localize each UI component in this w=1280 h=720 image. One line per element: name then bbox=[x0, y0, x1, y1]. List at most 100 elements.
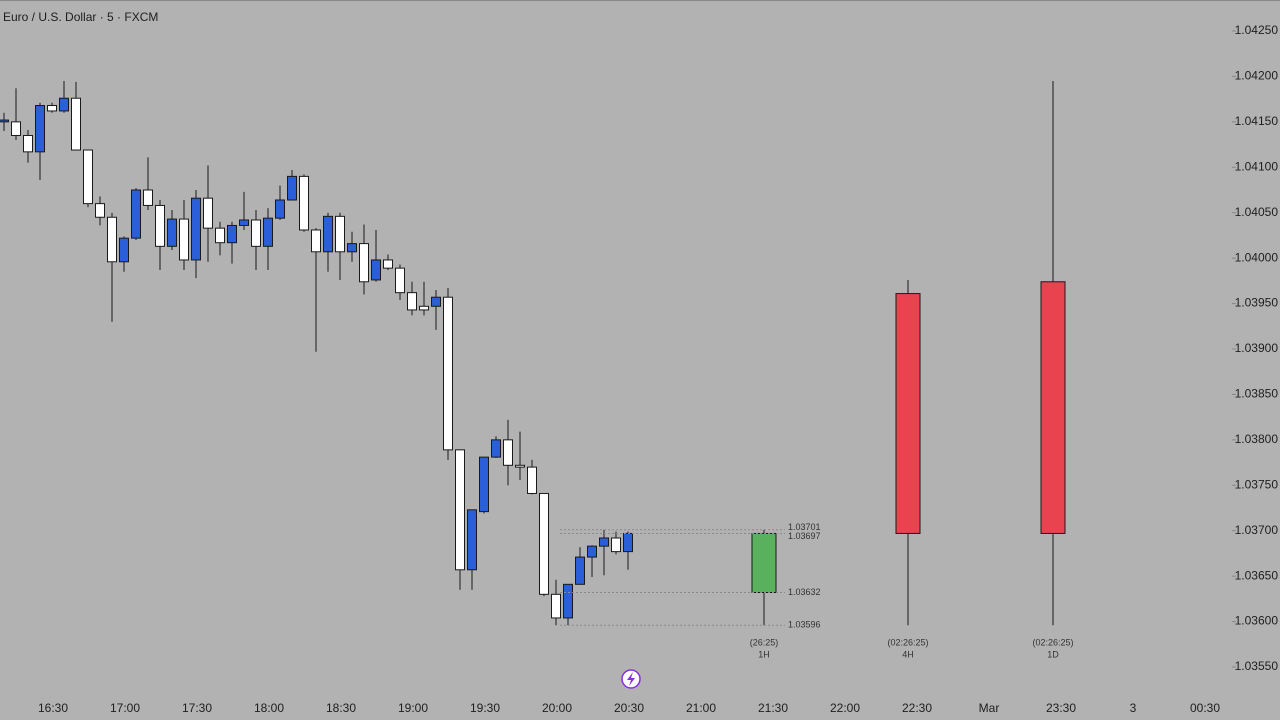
candle-body bbox=[215, 227, 225, 244]
candle-body bbox=[179, 218, 189, 261]
y-tick-label: 1.03600 bbox=[1235, 614, 1279, 628]
candle-body bbox=[59, 97, 69, 112]
candle-body bbox=[479, 456, 489, 513]
candle-body bbox=[599, 537, 609, 547]
candle-body bbox=[359, 243, 369, 283]
x-tick-label: 19:00 bbox=[398, 701, 428, 715]
x-tick-label: 22:30 bbox=[902, 701, 932, 715]
candle-body bbox=[527, 466, 537, 494]
candle-body bbox=[95, 203, 105, 218]
candle-body bbox=[263, 217, 273, 247]
candle-body bbox=[107, 216, 117, 263]
x-tick-label: 21:00 bbox=[686, 701, 716, 715]
candle-body bbox=[131, 189, 141, 239]
candle-body bbox=[575, 556, 585, 585]
x-tick-label: 21:30 bbox=[758, 701, 788, 715]
candle-body bbox=[35, 105, 45, 153]
timeframe-label: 1D bbox=[1047, 649, 1059, 659]
candle-body bbox=[467, 509, 477, 571]
x-tick-label: 17:00 bbox=[110, 701, 140, 715]
level-label: 1.03701 bbox=[788, 522, 821, 532]
candle-body bbox=[0, 119, 9, 123]
y-tick-label: 1.03650 bbox=[1235, 568, 1279, 582]
candle-body bbox=[515, 464, 525, 468]
y-tick-label: 1.03700 bbox=[1235, 523, 1279, 537]
candle-body bbox=[287, 175, 297, 201]
y-tick-label: 1.03950 bbox=[1235, 296, 1279, 310]
candle-body bbox=[419, 305, 429, 311]
candle-body bbox=[239, 219, 249, 226]
candle-body bbox=[227, 224, 237, 244]
y-tick-label: 1.03850 bbox=[1235, 387, 1279, 401]
candle-body bbox=[143, 189, 153, 206]
candle-body bbox=[443, 296, 453, 451]
candle-body bbox=[371, 259, 381, 281]
candle-body bbox=[47, 105, 57, 112]
y-tick-label: 1.04000 bbox=[1235, 250, 1279, 264]
candle-body bbox=[323, 215, 333, 253]
countdown: (02:26:25) bbox=[1032, 637, 1073, 647]
x-tick-label: 18:30 bbox=[326, 701, 356, 715]
candle-body bbox=[395, 267, 405, 294]
candle-body bbox=[299, 175, 309, 231]
candle-body bbox=[611, 537, 621, 553]
candle-body bbox=[191, 197, 201, 261]
candle-body bbox=[539, 492, 549, 595]
x-tick-label: 18:00 bbox=[254, 701, 284, 715]
candle-body bbox=[551, 593, 561, 619]
timeframe-label: 4H bbox=[902, 649, 914, 659]
x-tick-label: 00:30 bbox=[1190, 701, 1220, 715]
timeframe-label: 1H bbox=[758, 649, 770, 659]
candle-body bbox=[347, 243, 357, 253]
countdown: (26:25) bbox=[750, 637, 779, 647]
level-label: 1.03697 bbox=[788, 531, 821, 541]
x-tick-label: 16:30 bbox=[38, 701, 68, 715]
y-tick-label: 1.03900 bbox=[1235, 341, 1279, 355]
y-tick-label: 1.03550 bbox=[1235, 659, 1279, 673]
x-tick-label: Mar bbox=[979, 701, 1000, 715]
candle-body bbox=[407, 292, 417, 311]
x-tick-label: 23:30 bbox=[1046, 701, 1076, 715]
candle-body bbox=[563, 583, 573, 619]
lightning-icon[interactable] bbox=[621, 669, 641, 689]
chart-title: Euro / U.S. Dollar · 5 · FXCM bbox=[3, 10, 158, 24]
y-tick-label: 1.04250 bbox=[1235, 23, 1279, 37]
countdown: (02:26:25) bbox=[887, 637, 928, 647]
x-tick-label: 20:30 bbox=[614, 701, 644, 715]
candle-body bbox=[119, 237, 129, 263]
candle-body bbox=[895, 293, 921, 534]
candle-body bbox=[83, 149, 93, 205]
y-tick-label: 1.03750 bbox=[1235, 477, 1279, 491]
candle-body bbox=[71, 97, 81, 151]
x-tick-label: 17:30 bbox=[182, 701, 212, 715]
y-tick-label: 1.04200 bbox=[1235, 69, 1279, 83]
candle-body bbox=[431, 296, 441, 307]
candle-body bbox=[155, 204, 165, 247]
candle-body bbox=[1040, 281, 1066, 534]
candle-body bbox=[23, 134, 33, 153]
y-tick-label: 1.03800 bbox=[1235, 432, 1279, 446]
candle-body bbox=[383, 259, 393, 269]
candle-body bbox=[275, 199, 285, 219]
candle-body bbox=[623, 532, 633, 553]
x-tick-label: 22:00 bbox=[830, 701, 860, 715]
y-tick-label: 1.04150 bbox=[1235, 114, 1279, 128]
y-tick-label: 1.04100 bbox=[1235, 159, 1279, 173]
candle-body bbox=[587, 545, 597, 558]
candle-body bbox=[167, 218, 177, 247]
y-tick-label: 1.04050 bbox=[1235, 205, 1279, 219]
candle-body bbox=[503, 439, 513, 466]
candle-body bbox=[335, 215, 345, 253]
level-label: 1.03596 bbox=[788, 620, 821, 630]
icon-bolt bbox=[627, 672, 635, 686]
candle-body bbox=[203, 197, 213, 229]
candle-body bbox=[455, 449, 465, 571]
x-tick-label: 19:30 bbox=[470, 701, 500, 715]
candle-body bbox=[251, 219, 261, 247]
candle-body bbox=[491, 439, 501, 458]
candle-body bbox=[11, 121, 21, 136]
candle-body bbox=[311, 229, 321, 253]
level-label: 1.03632 bbox=[788, 587, 821, 597]
